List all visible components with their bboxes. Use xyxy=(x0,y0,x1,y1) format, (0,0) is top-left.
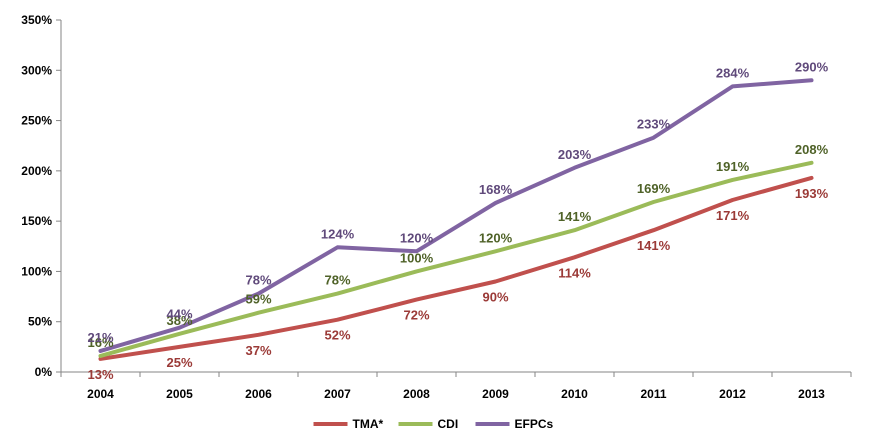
data-label-efpcs: 124% xyxy=(321,226,355,241)
series-lines xyxy=(98,78,814,361)
data-label-tma: 52% xyxy=(324,328,350,343)
data-labels: 13% 25% 37% 52% 72% 90% 114% 141% 171% 193% 16% 38%… xyxy=(87,59,828,382)
series-line-tma xyxy=(98,175,814,361)
legend: TMA* CDI EFPCs xyxy=(313,417,554,431)
x-tick-label: 2007 xyxy=(324,387,351,401)
data-label-tma: 90% xyxy=(482,289,508,304)
series-line-efpcs xyxy=(98,78,814,353)
x-tick-label: 2004 xyxy=(87,387,114,401)
data-label-cdi: 38% xyxy=(166,313,192,328)
x-tick-label: 2009 xyxy=(482,387,509,401)
data-label-cdi: 191% xyxy=(716,159,750,174)
data-label-tma: 72% xyxy=(403,308,429,323)
data-label-tma: 114% xyxy=(558,265,591,280)
data-label-cdi: 208% xyxy=(795,142,829,157)
y-tick-label: 300% xyxy=(21,63,52,77)
x-tick-label: 2011 xyxy=(640,387,666,401)
data-label-cdi: 141% xyxy=(558,209,592,224)
y-tick-label: 0% xyxy=(35,365,53,379)
x-tick-label: 2005 xyxy=(166,387,193,401)
data-label-tma: 141% xyxy=(637,238,671,253)
data-label-efpcs: 284% xyxy=(716,65,750,80)
data-label-efpcs: 233% xyxy=(637,117,671,132)
chart-axes: 0% 50% 100% 150% 200% 250% 300% 350% 2004 2005 200… xyxy=(21,13,852,401)
legend-label-tma: TMA* xyxy=(353,417,384,431)
data-label-cdi: 169% xyxy=(637,181,671,196)
data-label-cdi: 16% xyxy=(87,335,113,350)
x-tick-label: 2006 xyxy=(245,387,272,401)
y-tick-label: 200% xyxy=(21,164,52,178)
y-tick-label: 250% xyxy=(21,114,52,128)
legend-label-efpcs: EFPCs xyxy=(515,417,554,431)
data-label-efpcs: 290% xyxy=(795,59,829,74)
data-label-tma: 25% xyxy=(166,355,192,370)
y-tick-label: 50% xyxy=(28,315,52,329)
data-label-efpcs: 44% xyxy=(166,307,192,322)
data-label-efpcs: 168% xyxy=(479,182,513,197)
data-label-efpcs: 21% xyxy=(87,330,113,345)
data-label-efpcs: 78% xyxy=(245,273,271,288)
data-label-cdi: 59% xyxy=(245,292,271,307)
data-label-efpcs: 203% xyxy=(558,147,592,162)
y-tick-label: 350% xyxy=(21,13,52,27)
data-label-cdi: 78% xyxy=(324,273,350,288)
series-line-cdi xyxy=(98,160,814,358)
data-label-tma: 13% xyxy=(87,367,113,382)
data-label-tma: 193% xyxy=(795,186,829,201)
x-tick-label: 2010 xyxy=(561,387,588,401)
y-tick-label: 100% xyxy=(21,264,52,278)
data-label-cdi: 120% xyxy=(479,230,513,245)
legend-label-cdi: CDI xyxy=(438,417,459,431)
x-tick-label: 2008 xyxy=(403,387,430,401)
data-label-cdi: 100% xyxy=(400,250,434,265)
data-label-efpcs: 120% xyxy=(400,230,434,245)
data-label-tma: 171% xyxy=(716,208,750,223)
x-tick-label: 2012 xyxy=(719,387,746,401)
x-tick-label: 2013 xyxy=(798,387,825,401)
y-tick-label: 150% xyxy=(21,214,52,228)
data-label-tma: 37% xyxy=(245,343,271,358)
